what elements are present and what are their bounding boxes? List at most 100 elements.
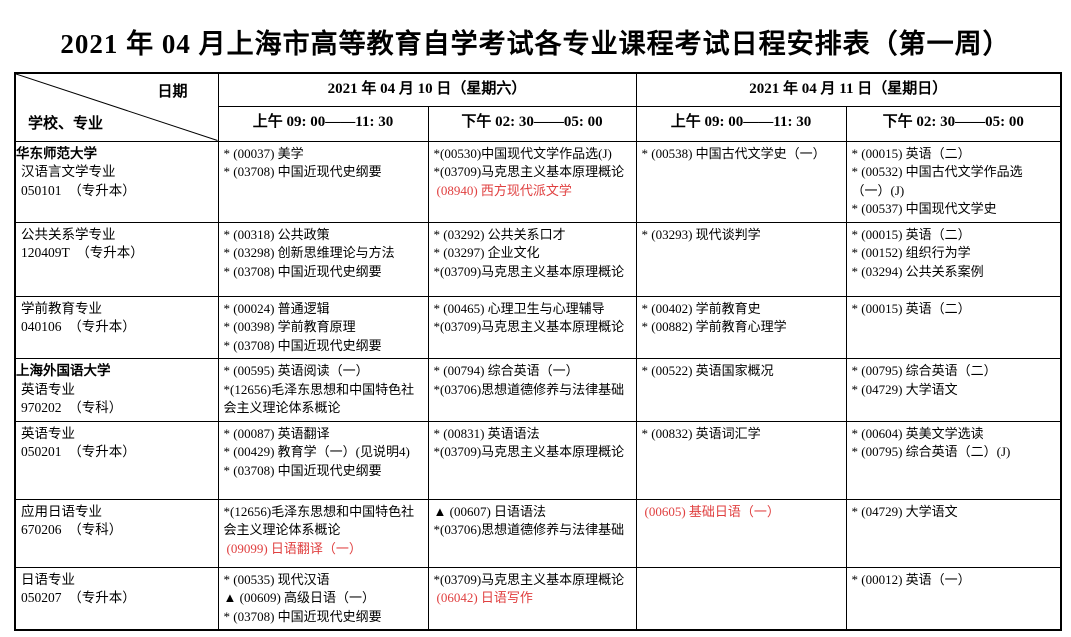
schedule-row: 公共关系学专业 120409T （专升本） * (00318) 公共政策 * (032…: [14, 221, 1062, 297]
course-item: * (00604) 英美文学选读: [851, 425, 984, 441]
major-code: 670206 （专科）: [21, 522, 123, 537]
course-item: * (03294) 公共关系案例: [851, 263, 984, 279]
course-item: *(12656)毛泽东思想和中国特色社会主义理论体系概论: [223, 503, 415, 538]
course-item: *(12656)毛泽东思想和中国特色社会主义理论体系概论: [223, 381, 415, 416]
major-name: 公共关系学专业: [21, 226, 116, 242]
course-item: * (00318) 公共政策: [223, 226, 330, 242]
course-cell: * (00604) 英美文学选读 * (00795) 综合英语（二）(J): [845, 420, 1062, 500]
major-code: 040106 （专升本）: [21, 319, 136, 334]
course-item: *(00530)中国现代文学作品选(J): [433, 145, 612, 161]
course-item: * (03292) 公共关系口才: [433, 226, 566, 242]
schedule-rows: 华东师范大学 汉语言文学专业 050101 （专升本） * (00037) 美学 * (…: [14, 140, 1062, 631]
course-cell: ▲ (00607) 日语语法 *(03706)思想道德修养与法律基础: [427, 498, 637, 568]
school-name: 华东师范大学: [16, 145, 97, 161]
major-name: 日语专业: [21, 571, 75, 587]
session-sun-morning: 上午 09: 00——11: 30: [635, 105, 847, 142]
course-item: *(03706)思想道德修养与法律基础: [433, 522, 625, 537]
session-sat-afternoon: 下午 02: 30——05: 00: [427, 105, 637, 142]
corner-label-date: 日期: [157, 84, 188, 100]
course-item: ▲ (00607) 日语语法: [433, 503, 547, 519]
course-item: * (03708) 中国近现代史纲要: [223, 164, 382, 179]
course-item: * (00537) 中国现代文学史: [851, 201, 997, 216]
schedule-row: 日语专业 050207 （专升本） * (00535) 现代汉语 ▲ (00609) …: [14, 566, 1062, 631]
session-sat-morning: 上午 09: 00——11: 30: [217, 105, 429, 142]
course-item: * (03298) 创新思维理论与方法: [223, 245, 395, 260]
course-cell: * (00831) 英语语法 *(03709)马克思主义基本原理概论: [427, 420, 637, 500]
course-cell: * (03293) 现代谈判学: [635, 221, 847, 297]
course-item: (08940) 西方现代派文学: [436, 182, 572, 198]
course-cell: * (00795) 综合英语（二） * (04729) 大学语文: [845, 358, 1062, 422]
course-item: * (00398) 学前教育原理: [223, 319, 356, 334]
course-item: * (00831) 英语语法: [433, 425, 540, 441]
course-item: ▲ (00609) 高级日语（一）: [223, 590, 376, 605]
course-cell: * (00015) 英语（二） * (00152) 组织行为学 * (03294) …: [845, 221, 1062, 297]
course-cell: * (00402) 学前教育史 * (00882) 学前教育心理学: [635, 295, 847, 359]
course-item: * (00429) 教育学（一）(见说明4): [223, 444, 410, 459]
course-cell: * (00538) 中国古代文学史（一）: [635, 140, 847, 223]
major-name: 学前教育专业: [21, 300, 102, 316]
major-code: 050101 （专升本）: [21, 182, 136, 198]
course-cell: *(12656)毛泽东思想和中国特色社会主义理论体系概论 (09099) 日语翻译…: [217, 498, 429, 568]
header-date-row: 日期 学校、专业 2021 年 04 月 10 日（星期六） 2021 年 04…: [14, 72, 1062, 142]
session-sun-afternoon: 下午 02: 30——05: 00: [845, 105, 1062, 142]
course-item: * (00012) 英语（一）: [851, 571, 971, 587]
course-item: * (00024) 普通逻辑: [223, 300, 330, 316]
course-item: * (00015) 英语（二）: [851, 226, 971, 242]
course-item: * (03708) 中国近现代史纲要: [223, 608, 382, 624]
school-major-cell: 公共关系学专业 120409T （专升本）: [14, 221, 219, 297]
course-item: *(03709)马克思主义基本原理概论: [433, 319, 625, 334]
course-item: * (00535) 现代汉语: [223, 571, 330, 587]
major-code: 050207 （专升本）: [21, 590, 136, 605]
course-item: * (00087) 英语翻译: [223, 425, 330, 441]
course-item: * (03708) 中国近现代史纲要: [223, 462, 382, 478]
course-cell: * (00087) 英语翻译 * (00429) 教育学（一）(见说明4) * (0…: [217, 420, 429, 500]
course-cell: * (00024) 普通逻辑 * (00398) 学前教育原理 * (03708) …: [217, 295, 429, 359]
school-major-cell: 英语专业 050201 （专升本）: [14, 420, 219, 500]
course-cell: * (00318) 公共政策 * (03298) 创新思维理论与方法 * (0370…: [217, 221, 429, 297]
course-cell: (00605) 基础日语（一）: [635, 498, 847, 568]
course-item: *(03709)马克思主义基本原理概论: [433, 164, 625, 179]
course-item: * (00015) 英语（二）: [851, 145, 971, 161]
course-item: * (03708) 中国近现代史纲要: [223, 337, 382, 353]
school-major-cell: 日语专业 050207 （专升本）: [14, 566, 219, 631]
course-cell: * (00832) 英语词汇学: [635, 420, 847, 500]
course-item: * (00595) 英语阅读（一）: [223, 363, 369, 378]
corner-cell: 日期 学校、专业: [14, 72, 219, 142]
schedule-row: 英语专业 050201 （专升本） * (00087) 英语翻译 * (00429) …: [14, 420, 1062, 500]
course-item: (06042) 日语写作: [436, 590, 533, 605]
major-code: 050201 （专升本）: [21, 444, 136, 459]
date-header-sunday: 2021 年 04 月 11 日（星期日）: [635, 72, 1062, 107]
course-cell: * (00012) 英语（一）: [845, 566, 1062, 631]
course-item: * (00538) 中国古代文学史（一）: [641, 145, 826, 161]
course-item: * (03293) 现代谈判学: [641, 226, 761, 242]
course-cell: * (00794) 综合英语（一） *(03706)思想道德修养与法律基础: [427, 358, 637, 422]
course-item: (00605) 基础日语（一）: [644, 503, 780, 519]
course-cell: * (00015) 英语（二）: [845, 295, 1062, 359]
course-cell: [635, 566, 847, 631]
course-item: * (03297) 企业文化: [433, 245, 540, 260]
course-item: * (00794) 综合英语（一）: [433, 363, 579, 378]
school-major-cell: 上海外国语大学 英语专业 970202 （专科）: [14, 358, 219, 422]
major-name: 英语专业: [21, 425, 75, 441]
course-item: (09099) 日语翻译（一）: [226, 540, 362, 556]
course-item: * (04729) 大学语文: [851, 503, 958, 519]
major-name: 应用日语专业: [21, 503, 102, 519]
course-cell: * (00465) 心理卫生与心理辅导 *(03709)马克思主义基本原理概论: [427, 295, 637, 359]
course-cell: * (04729) 大学语文: [845, 498, 1062, 568]
course-cell: * (00015) 英语（二） * (00532) 中国古代文学作品选（一）(J)…: [845, 140, 1062, 223]
course-item: * (03708) 中国近现代史纲要: [223, 263, 382, 279]
course-item: * (00532) 中国古代文学作品选（一）(J): [851, 164, 1023, 198]
course-item: * (00795) 综合英语（二）: [851, 363, 997, 378]
course-item: * (00795) 综合英语（二）(J): [851, 444, 1011, 459]
course-item: * (04729) 大学语文: [851, 381, 958, 397]
course-item: *(03709)马克思主义基本原理概论: [433, 571, 625, 587]
course-cell: *(00530)中国现代文学作品选(J) *(03709)马克思主义基本原理概论 (…: [427, 140, 637, 223]
exam-schedule-table: 日期 学校、专业 2021 年 04 月 10 日（星期六） 2021 年 04…: [14, 72, 1063, 631]
course-cell: *(03709)马克思主义基本原理概论 (06042) 日语写作: [427, 566, 637, 631]
course-item: * (00465) 心理卫生与心理辅导: [433, 300, 605, 316]
course-cell: * (03292) 公共关系口才 * (03297) 企业文化 *(03709)马克…: [427, 221, 637, 297]
course-item: *(03706)思想道德修养与法律基础: [433, 381, 625, 397]
schedule-row: 上海外国语大学 英语专业 970202 （专科） * (00595) 英语阅读（一） *…: [14, 358, 1062, 422]
course-item: * (00522) 英语国家概况: [641, 363, 774, 378]
